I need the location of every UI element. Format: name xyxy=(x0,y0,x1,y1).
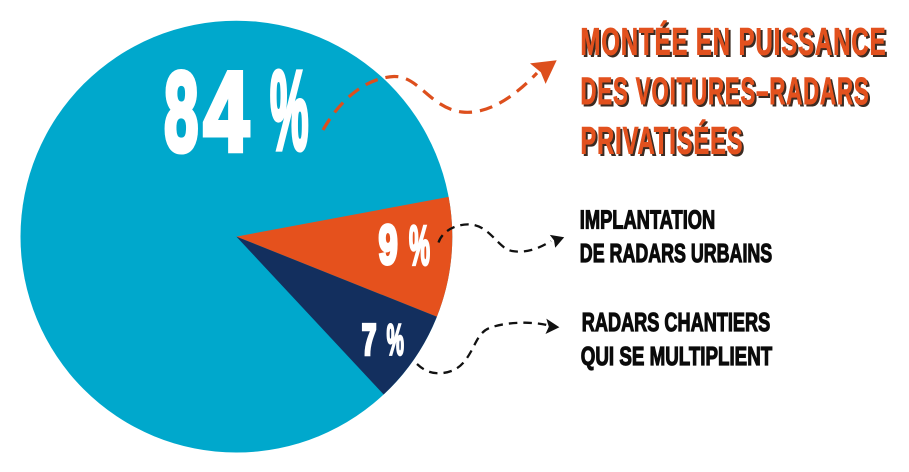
svg-text:DES VOITURES–RADARS: DES VOITURES–RADARS xyxy=(581,71,870,113)
svg-text:DE RADARS URBAINS: DE RADARS URBAINS xyxy=(580,238,772,268)
svg-text:PRIVATISÉES: PRIVATISÉES xyxy=(583,120,746,164)
svg-text:MONTÉE EN PUISSANCE: MONTÉE EN PUISSANCE xyxy=(581,20,887,64)
svg-text:8: 8 xyxy=(164,48,198,174)
svg-text:%: % xyxy=(387,315,404,364)
svg-text:%: % xyxy=(270,48,309,173)
svg-text:IMPLANTATION: IMPLANTATION xyxy=(580,205,715,235)
svg-text:%: % xyxy=(409,213,430,276)
svg-text:4: 4 xyxy=(204,48,249,174)
svg-text:9: 9 xyxy=(379,214,398,276)
svg-text:7: 7 xyxy=(362,316,377,364)
svg-text:QUI SE MULTIPLIENT: QUI SE MULTIPLIENT xyxy=(581,341,772,371)
svg-text:PRIVATISÉES: PRIVATISÉES xyxy=(581,118,744,162)
svg-text:MONTÉE EN PUISSANCE: MONTÉE EN PUISSANCE xyxy=(583,22,889,66)
svg-text:RADARS CHANTIERS: RADARS CHANTIERS xyxy=(582,307,770,337)
svg-text:DES VOITURES–RADARS: DES VOITURES–RADARS xyxy=(583,73,872,115)
